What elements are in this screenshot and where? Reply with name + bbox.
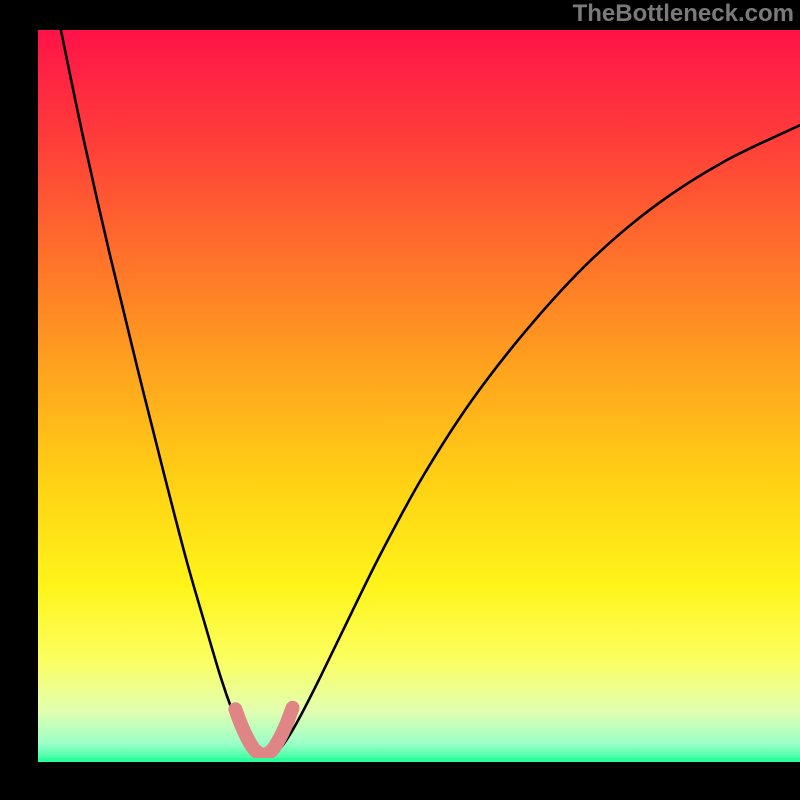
chart-plot-area: [38, 30, 800, 762]
watermark-text: TheBottleneck.com: [573, 0, 794, 28]
bottleneck-chart: [0, 0, 800, 800]
chart-green-band: [38, 758, 800, 762]
